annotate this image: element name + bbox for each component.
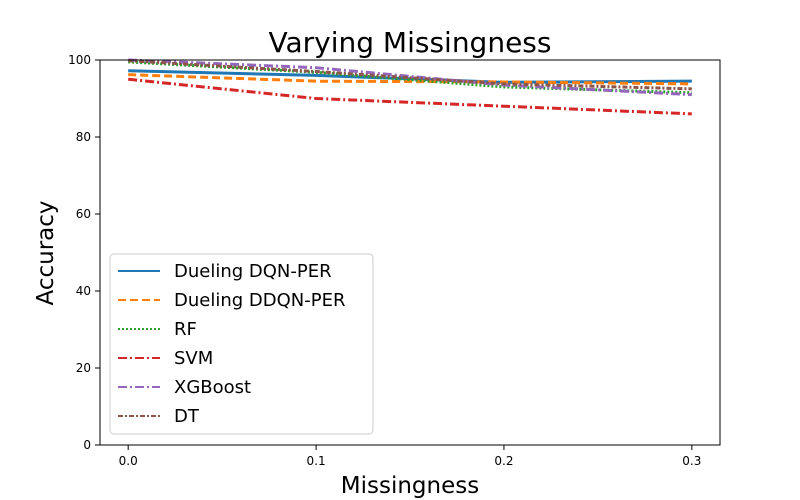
series-line-1 — [128, 73, 692, 86]
y-tick-label: 40 — [76, 284, 91, 298]
legend-label: Dueling DQN-PER — [174, 261, 332, 282]
series-lines — [128, 58, 692, 116]
x-axis-label: Missingness — [341, 473, 479, 499]
series-line-5 — [128, 59, 692, 91]
x-tick-label: 0.2 — [494, 454, 513, 468]
plot-frame — [99, 59, 721, 446]
x-tick-label: 0.1 — [307, 454, 326, 468]
legend: Dueling DQN-PER Dueling DDQN-PER RF SVM XGBo… — [109, 253, 374, 435]
y-tick-label: 0 — [83, 438, 91, 452]
x-tick-label: 0.0 — [119, 454, 138, 468]
chart-title: Varying Missingness — [269, 26, 552, 59]
legend-label: DT — [174, 406, 200, 427]
x-axis-ticks: 0.0 0.1 0.2 0.3 — [119, 445, 701, 468]
series-line-3 — [128, 77, 692, 116]
y-tick-label: 60 — [76, 207, 91, 221]
y-axis-ticks: 0 20 40 60 80 100 — [68, 53, 100, 452]
y-axis-label: Accuracy — [33, 200, 59, 305]
x-tick-label: 0.3 — [682, 454, 701, 468]
y-tick-label: 20 — [76, 361, 91, 375]
y-tick-label: 100 — [68, 53, 91, 67]
legend-label: SVM — [174, 348, 213, 369]
legend-box — [109, 253, 374, 435]
y-tick-label: 80 — [76, 130, 91, 144]
legend-label: Dueling DDQN-PER — [174, 290, 345, 311]
legend-label: RF — [174, 319, 197, 340]
legend-label: XGBoost — [174, 377, 251, 398]
